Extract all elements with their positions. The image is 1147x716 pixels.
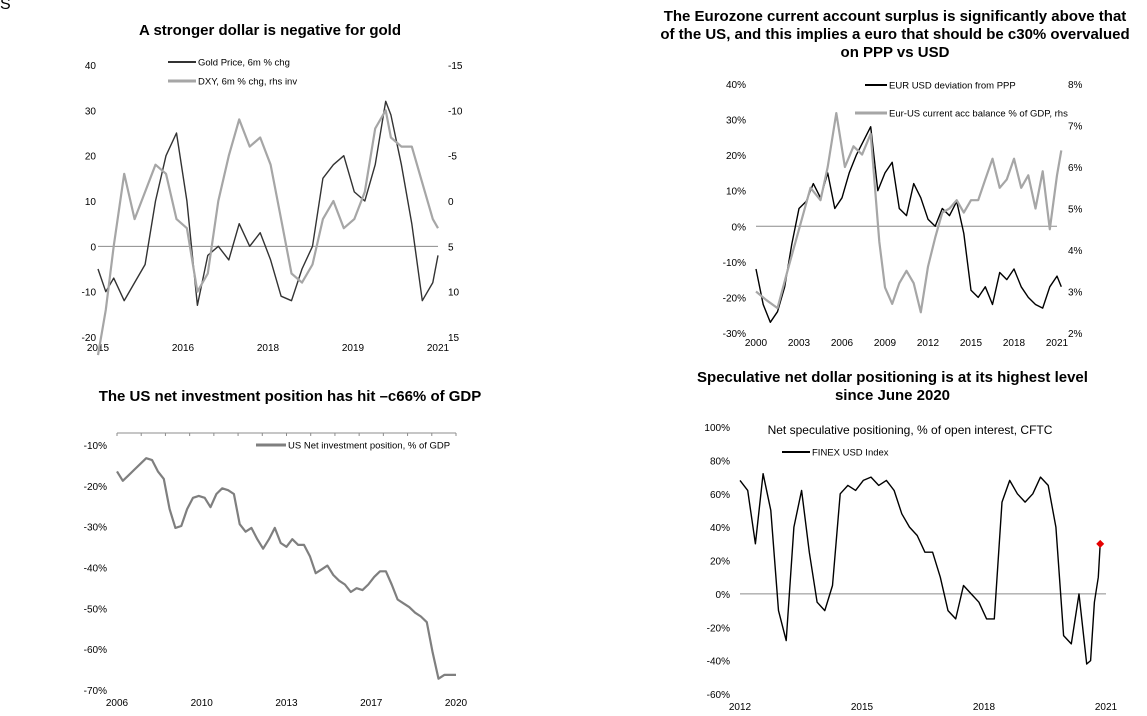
legend-label-0: US Net investment position, % of GDP xyxy=(288,441,450,452)
y-right-tick-label: 2% xyxy=(1068,329,1083,340)
x-tick-label: 2021 xyxy=(1046,338,1069,349)
y-left-tick-label: -40% xyxy=(84,564,107,575)
x-tick-label: 2013 xyxy=(275,698,298,709)
x-tick-label: 2000 xyxy=(745,338,768,349)
legend-label-0: Gold Price, 6m % chg xyxy=(198,58,290,69)
y-left-tick-label: 40% xyxy=(710,523,730,534)
x-tick-label: 2015 xyxy=(960,338,983,349)
legend-label-0: EUR USD deviation from PPP xyxy=(889,81,1016,92)
y-left-tick-label: -10% xyxy=(723,258,746,269)
x-tick-label: 2018 xyxy=(973,702,996,713)
y-left-tick-label: -60% xyxy=(707,690,730,701)
y-right-tick-label: 10 xyxy=(448,288,460,299)
y-right-tick-label: 0 xyxy=(448,197,454,208)
x-tick-label: 2006 xyxy=(831,338,854,349)
series-line-1 xyxy=(755,112,1063,314)
y-right-tick-label: -5 xyxy=(448,152,457,163)
series-line-0 xyxy=(97,100,439,306)
y-right-tick-label: 7% xyxy=(1068,122,1083,133)
x-tick-label: 2021 xyxy=(427,343,450,354)
y-left-tick-label: -60% xyxy=(84,645,107,656)
legend-label-0: FINEX USD Index xyxy=(812,448,889,459)
y-left-tick-label: -30% xyxy=(84,523,107,534)
y-left-tick-label: 20% xyxy=(726,151,746,162)
x-tick-label: 2019 xyxy=(342,343,365,354)
y-left-tick-label: 20% xyxy=(710,557,730,568)
y-left-tick-label: 10% xyxy=(726,187,746,198)
y-left-tick-label: 20 xyxy=(85,152,97,163)
x-tick-label: 2009 xyxy=(874,338,897,349)
y-left-tick-label: 30 xyxy=(85,106,97,117)
y-right-tick-label: 6% xyxy=(1068,163,1083,174)
x-tick-label: 2017 xyxy=(360,698,383,709)
chart-title-cftc: Speculative net dollar positioning is at… xyxy=(697,369,1088,404)
y-left-tick-label: -40% xyxy=(707,657,730,668)
y-right-tick-label: 5 xyxy=(448,242,454,253)
x-tick-label: 2018 xyxy=(257,343,280,354)
y-right-tick-label: 8% xyxy=(1068,80,1083,91)
y-left-tick-label: 100% xyxy=(704,423,730,434)
y-left-tick-label: -10% xyxy=(84,441,107,452)
chart-subtitle: Net speculative positioning, % of open i… xyxy=(768,423,1053,437)
y-right-tick-label: 3% xyxy=(1068,288,1083,299)
x-tick-label: 2003 xyxy=(788,338,811,349)
y-right-tick-label: -15 xyxy=(448,61,463,72)
x-tick-label: 2016 xyxy=(172,343,195,354)
x-tick-label: 2010 xyxy=(191,698,214,709)
y-left-tick-label: -50% xyxy=(84,604,107,615)
y-right-tick-label: 4% xyxy=(1068,246,1083,257)
y-right-tick-label: 15 xyxy=(448,333,460,344)
y-left-tick-label: 40% xyxy=(726,80,746,91)
chart-title-us-niip: The US net investment position has hit –… xyxy=(98,388,482,405)
x-tick-label: 2020 xyxy=(445,698,468,709)
y-left-tick-label: -20 xyxy=(82,333,97,344)
series-line-0 xyxy=(739,473,1101,665)
x-tick-label: 2006 xyxy=(106,698,129,709)
corner-text: S xyxy=(0,0,11,13)
y-left-tick-label: 30% xyxy=(726,116,746,127)
x-tick-label: 2012 xyxy=(917,338,940,349)
y-right-tick-label: -10 xyxy=(448,106,463,117)
y-left-tick-label: -20% xyxy=(84,482,107,493)
chart-title-gold: A stronger dollar is negative for gold xyxy=(139,22,401,39)
y-left-tick-label: -30% xyxy=(723,329,746,340)
y-right-tick-label: 5% xyxy=(1068,205,1083,216)
y-left-tick-label: -70% xyxy=(84,686,107,697)
chart-title-eurozone: The Eurozone current account surplus is … xyxy=(660,8,1130,61)
y-left-tick-label: 0% xyxy=(732,222,747,233)
legend-label-1: DXY, 6m % chg, rhs inv xyxy=(198,77,297,88)
legend-label-1: Eur-US current acc balance % of GDP, rhs xyxy=(889,109,1068,120)
y-left-tick-label: -20% xyxy=(723,293,746,304)
y-left-tick-label: 0% xyxy=(716,590,731,601)
x-tick-label: 2021 xyxy=(1095,702,1118,713)
series-line-0 xyxy=(116,457,456,680)
y-left-tick-label: 10 xyxy=(85,197,97,208)
y-left-tick-label: -10 xyxy=(82,288,97,299)
x-tick-label: 2015 xyxy=(851,702,874,713)
y-left-tick-label: 40 xyxy=(85,61,97,72)
highlight-marker xyxy=(1096,539,1105,548)
x-tick-label: 2018 xyxy=(1003,338,1026,349)
y-left-tick-label: 60% xyxy=(710,490,730,501)
x-tick-label: 2012 xyxy=(729,702,752,713)
y-left-tick-label: 80% xyxy=(710,456,730,467)
y-left-tick-label: -20% xyxy=(707,623,730,634)
series-line-1 xyxy=(96,109,439,356)
y-left-tick-label: 0 xyxy=(90,242,96,253)
